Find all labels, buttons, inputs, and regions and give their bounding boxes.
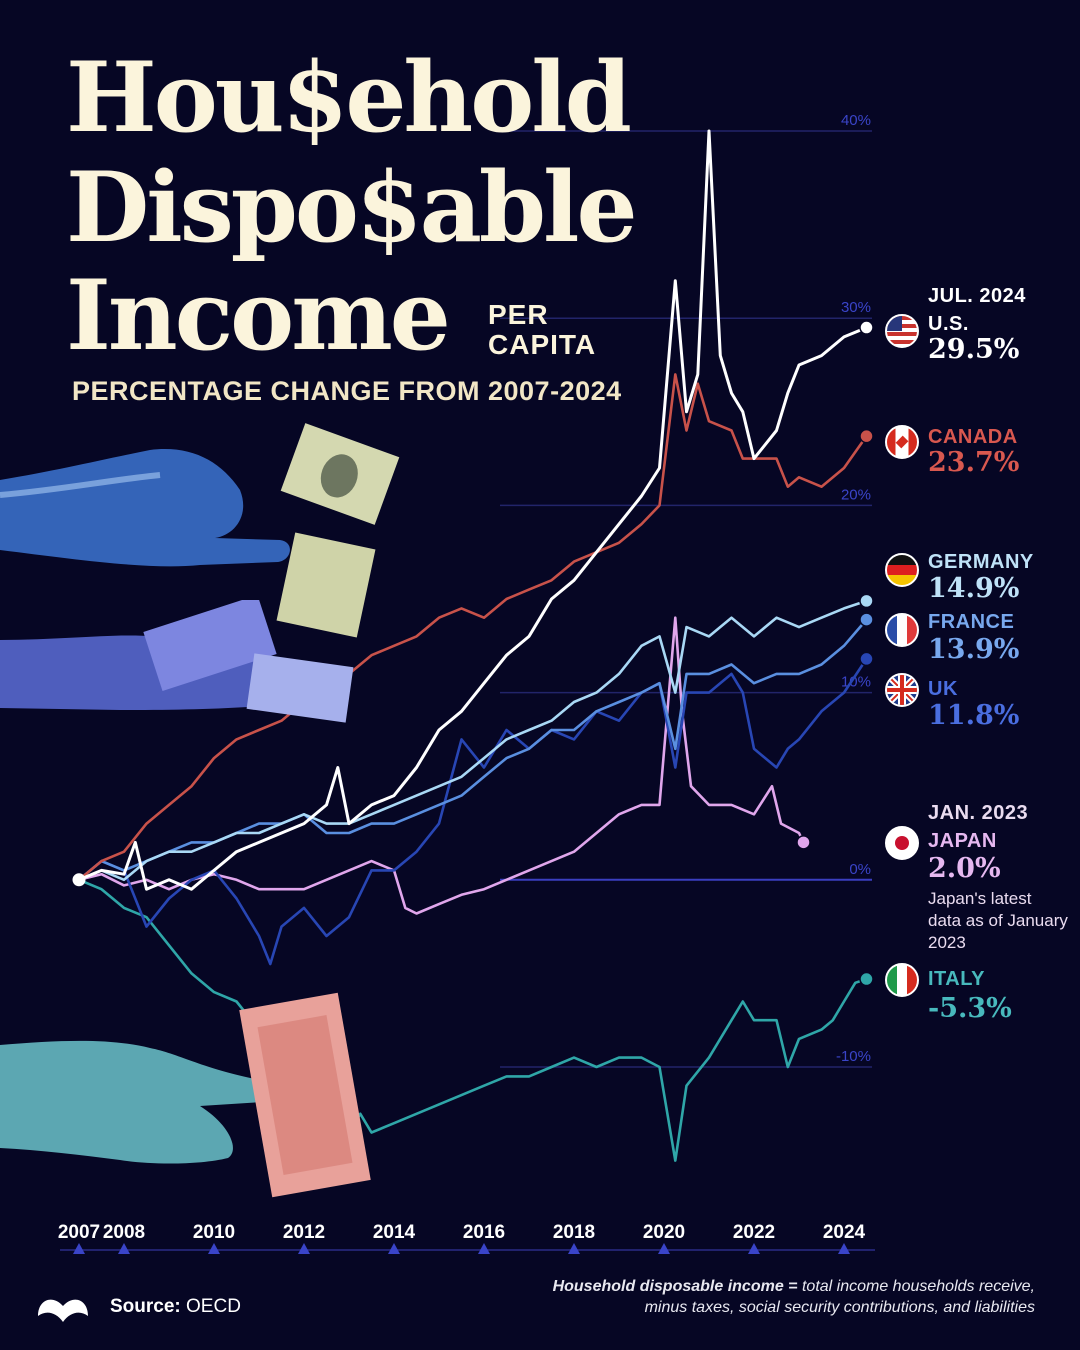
- us-value-label: 29.5%: [928, 334, 1020, 365]
- x-tick-label: 2018: [553, 1222, 595, 1243]
- y-tick-label: 20%: [841, 486, 871, 503]
- y-tick-label: 30%: [841, 299, 871, 316]
- subtitle: PERCENTAGE CHANGE FROM 2007-2024: [72, 376, 622, 406]
- title-line-1: Hou$ehold: [66, 41, 632, 154]
- x-tick-marker: [298, 1243, 310, 1254]
- canada-name-label: CANADA: [928, 426, 1018, 448]
- x-tick-label: 2010: [193, 1222, 235, 1243]
- source-name: OECD: [186, 1296, 241, 1317]
- x-tick-label: 2024: [823, 1222, 866, 1243]
- definition-text: total income households receive,: [801, 1278, 1035, 1295]
- x-tick-marker: [658, 1243, 670, 1254]
- us-flag-icon: [885, 314, 919, 348]
- france-flag-icon: [885, 613, 919, 647]
- definition-note: Household disposable income = total inco…: [553, 1276, 1035, 1318]
- y-axis-tick-labels: -10%0%10%20%30%40%: [836, 112, 871, 1065]
- definition-line-2: minus taxes, social security contributio…: [644, 1299, 1035, 1316]
- per-label: PER: [488, 299, 549, 330]
- france-name-label: FRANCE: [928, 611, 1015, 633]
- japan-end-marker: [796, 835, 811, 850]
- japan-value-label: 2.0%: [928, 853, 1001, 884]
- us-date-label: JUL. 2024: [928, 285, 1026, 307]
- x-tick-label: 2020: [643, 1222, 685, 1243]
- y-tick-label: -10%: [836, 1048, 871, 1065]
- japan-date-label: JAN. 2023: [928, 802, 1029, 824]
- x-tick-label: 2014: [373, 1222, 416, 1243]
- x-tick-marker: [388, 1243, 400, 1254]
- hand-with-euro-bill-icon: [0, 992, 371, 1198]
- germany-name-label: GERMANY: [928, 551, 1034, 573]
- x-tick-marker: [748, 1243, 760, 1254]
- x-tick-marker: [118, 1243, 130, 1254]
- x-tick-label: 2016: [463, 1222, 505, 1243]
- visual-capitalist-logo-icon: [38, 1299, 88, 1322]
- japan-name-label: JAPAN: [928, 830, 997, 852]
- canada-flag-icon: [885, 425, 919, 459]
- germany-end-marker: [859, 593, 874, 609]
- x-tick-marker: [73, 1243, 85, 1254]
- chart-series: [77, 129, 868, 1162]
- us-end-marker: [859, 320, 874, 335]
- uk-value-label: 11.8%: [928, 700, 1020, 731]
- uk-flag-icon: [885, 673, 919, 707]
- x-tick-marker: [478, 1243, 490, 1254]
- source-label: Source:: [110, 1296, 181, 1317]
- france-end-marker: [859, 612, 874, 627]
- italy-flag-icon: [885, 963, 919, 997]
- y-tick-label: 0%: [849, 861, 871, 878]
- italy-series-line: [77, 878, 868, 1162]
- japan-data-note: Japan's latest data as of January 2023: [928, 889, 1068, 952]
- per-capita-label: PER CAPITA: [488, 300, 596, 360]
- x-tick-label: 2022: [733, 1222, 775, 1243]
- italy-name-label: ITALY: [928, 968, 985, 990]
- hand-with-dollar-bill-icon: [0, 423, 400, 638]
- germany-series-line: [77, 599, 868, 882]
- x-tick-marker: [568, 1243, 580, 1254]
- chart-grid: [500, 130, 872, 1068]
- title-line-2: Dispo$able: [66, 151, 638, 264]
- x-tick-label: 2007: [58, 1222, 100, 1243]
- title-line-3: Income: [66, 259, 451, 372]
- france-value-label: 13.9%: [928, 634, 1020, 665]
- italy-end-marker: [859, 971, 874, 987]
- uk-name-label: UK: [928, 678, 958, 700]
- germany-value-label: 14.9%: [928, 573, 1020, 604]
- italy-value-label: -5.3%: [928, 993, 1012, 1024]
- canada-end-marker: [859, 428, 874, 444]
- canada-series-line: [77, 373, 868, 882]
- x-tick-marker: [838, 1243, 850, 1254]
- source-line: Source: OECD: [110, 1296, 241, 1318]
- y-tick-label: 40%: [841, 112, 871, 129]
- series-end-markers: [72, 320, 874, 987]
- x-tick-marker: [208, 1243, 220, 1254]
- capita-label: CAPITA: [488, 329, 597, 360]
- us-name-label: U.S.: [928, 313, 969, 335]
- x-axis: 2007 2008 2010 2012 2014 2016 2018 2020 2022 2024: [58, 1222, 875, 1254]
- x-tick-label: 2008: [103, 1222, 145, 1243]
- definition-term: Household disposable income =: [552, 1278, 798, 1295]
- hand-with-euro-notes-icon: [0, 600, 354, 723]
- uk-end-marker: [859, 651, 874, 667]
- canada-value-label: 23.7%: [928, 447, 1020, 478]
- origin-marker: [72, 873, 86, 887]
- us-series-line: [77, 129, 868, 891]
- germany-flag-icon: [885, 553, 919, 587]
- x-tick-label: 2012: [283, 1222, 325, 1243]
- japan-flag-icon: [885, 826, 919, 860]
